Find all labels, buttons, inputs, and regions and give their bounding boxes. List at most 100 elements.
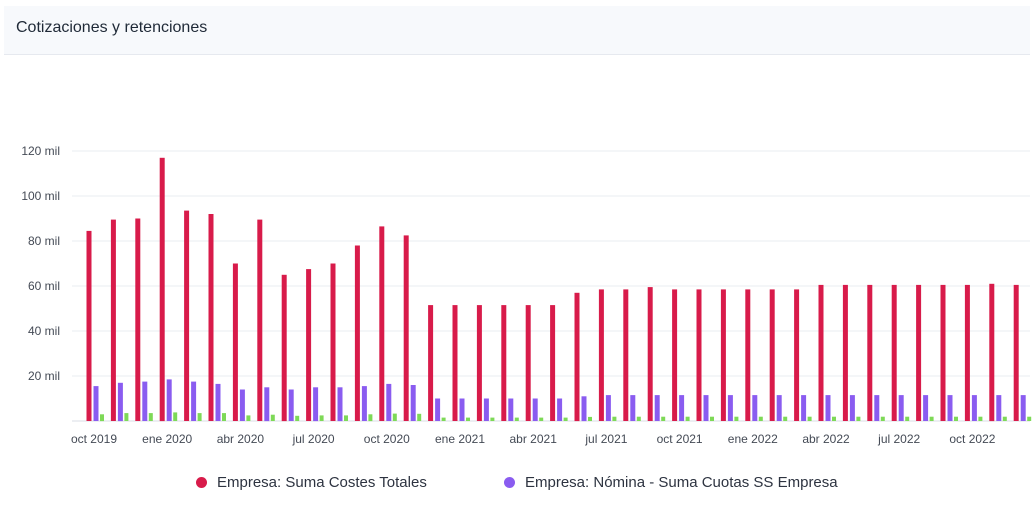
bar-series-0[interactable] (550, 305, 556, 421)
bar-series-1[interactable] (801, 395, 807, 421)
bar-series-2[interactable] (1027, 416, 1032, 421)
bar-series-1[interactable] (874, 395, 880, 421)
bar-series-1[interactable] (191, 381, 197, 421)
bar-series-2[interactable] (270, 414, 275, 421)
bar-series-0[interactable] (379, 226, 385, 421)
bar-series-1[interactable] (557, 398, 563, 422)
bar-series-0[interactable] (647, 287, 653, 421)
bar-series-2[interactable] (807, 416, 812, 421)
bar-series-1[interactable] (849, 395, 855, 421)
bar-series-1[interactable] (215, 383, 221, 421)
bar-series-2[interactable] (319, 415, 324, 421)
bar-series-1[interactable] (435, 398, 441, 422)
bar-series-0[interactable] (891, 284, 897, 421)
bar-series-0[interactable] (598, 289, 604, 421)
bar-series-1[interactable] (996, 395, 1002, 421)
bar-series-1[interactable] (508, 398, 514, 422)
bar-series-1[interactable] (532, 398, 538, 422)
bar-series-0[interactable] (525, 305, 531, 421)
bar-series-2[interactable] (1002, 416, 1007, 421)
bar-series-0[interactable] (135, 218, 141, 422)
bar-series-2[interactable] (734, 416, 739, 421)
bar-series-0[interactable] (428, 305, 434, 421)
bar-series-2[interactable] (392, 413, 397, 421)
bar-series-2[interactable] (295, 415, 300, 421)
bar-series-0[interactable] (1013, 284, 1019, 421)
bar-series-0[interactable] (964, 284, 970, 421)
bar-series-1[interactable] (459, 398, 465, 422)
bar-series-2[interactable] (783, 416, 788, 421)
bar-series-2[interactable] (856, 416, 861, 421)
bar-series-1[interactable] (581, 396, 587, 422)
bar-series-1[interactable] (654, 395, 660, 421)
bar-series-1[interactable] (1020, 395, 1026, 421)
bar-series-0[interactable] (452, 305, 458, 421)
bar-series-1[interactable] (703, 395, 709, 421)
bar-series-0[interactable] (769, 289, 775, 421)
bar-series-2[interactable] (246, 415, 251, 421)
bar-series-1[interactable] (386, 383, 392, 421)
bar-series-0[interactable] (208, 214, 214, 421)
bar-series-2[interactable] (929, 416, 934, 421)
bar-series-2[interactable] (954, 416, 958, 421)
bar-series-0[interactable] (623, 289, 629, 421)
bar-series-1[interactable] (971, 395, 977, 421)
bar-series-1[interactable] (752, 395, 758, 421)
bar-series-2[interactable] (197, 413, 202, 421)
legend-item-costes[interactable]: Empresa: Suma Costes Totales (196, 474, 427, 491)
bar-series-2[interactable] (978, 416, 983, 421)
bar-series-0[interactable] (940, 284, 946, 421)
bar-series-2[interactable] (490, 417, 495, 421)
bar-series-0[interactable] (86, 230, 92, 421)
bar-series-2[interactable] (441, 417, 446, 421)
bar-series-2[interactable] (417, 413, 422, 421)
bar-series-2[interactable] (466, 417, 470, 421)
bar-series-0[interactable] (818, 284, 824, 421)
bar-series-1[interactable] (93, 386, 99, 421)
bar-series-2[interactable] (514, 417, 519, 421)
bar-series-0[interactable] (306, 269, 312, 421)
bar-series-2[interactable] (124, 413, 129, 421)
bar-series-0[interactable] (184, 210, 190, 421)
bar-series-1[interactable] (337, 387, 343, 422)
bar-series-2[interactable] (880, 416, 885, 421)
bar-series-2[interactable] (222, 413, 226, 421)
legend-item-cuotas[interactable]: Empresa: Nómina - Suma Cuotas SS Empresa (504, 474, 838, 491)
bar-series-1[interactable] (142, 381, 148, 421)
bar-series-1[interactable] (288, 389, 294, 422)
bar-series-2[interactable] (661, 416, 666, 421)
bar-series-1[interactable] (361, 386, 367, 421)
bar-series-2[interactable] (539, 417, 544, 421)
bar-series-2[interactable] (588, 416, 592, 421)
bar-series-0[interactable] (330, 263, 336, 422)
bar-series-2[interactable] (636, 416, 641, 421)
bar-series-1[interactable] (313, 387, 319, 422)
bar-series-0[interactable] (720, 289, 726, 421)
bar-series-1[interactable] (727, 395, 733, 421)
bar-series-0[interactable] (916, 284, 922, 421)
bar-series-0[interactable] (696, 289, 702, 421)
bar-series-0[interactable] (867, 284, 873, 421)
bar-series-2[interactable] (148, 413, 153, 421)
bar-series-0[interactable] (574, 292, 580, 422)
bar-series-1[interactable] (410, 385, 416, 421)
bar-series-1[interactable] (947, 395, 953, 421)
bar-series-1[interactable] (776, 395, 782, 421)
bar-series-1[interactable] (264, 387, 270, 422)
bar-series-0[interactable] (672, 289, 678, 421)
bar-series-1[interactable] (117, 382, 123, 422)
bar-series-0[interactable] (745, 289, 751, 421)
bar-series-2[interactable] (685, 416, 690, 421)
bar-series-0[interactable] (159, 157, 165, 422)
bar-series-1[interactable] (166, 379, 172, 421)
bar-series-0[interactable] (232, 263, 238, 422)
bar-series-0[interactable] (354, 245, 360, 422)
bar-series-0[interactable] (476, 305, 482, 421)
bar-series-2[interactable] (832, 416, 836, 421)
bar-series-0[interactable] (842, 284, 848, 421)
bar-series-1[interactable] (630, 395, 636, 421)
bar-series-1[interactable] (605, 395, 611, 421)
bar-series-2[interactable] (173, 412, 178, 421)
bar-series-2[interactable] (612, 416, 617, 421)
bar-series-2[interactable] (563, 417, 568, 421)
